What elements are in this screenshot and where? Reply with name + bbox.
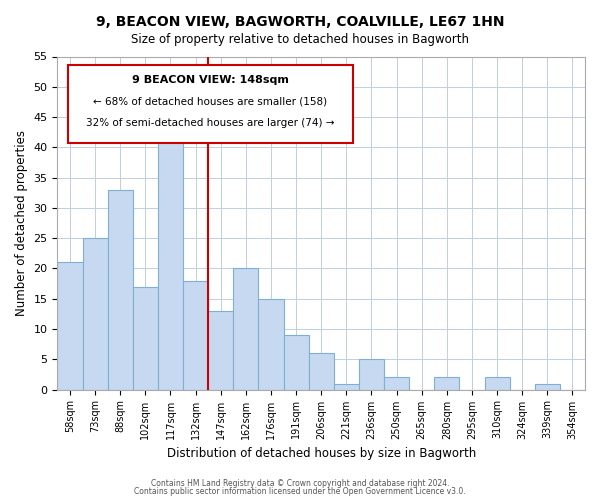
Bar [384,378,409,390]
Text: Contains public sector information licensed under the Open Government Licence v3: Contains public sector information licen… [134,487,466,496]
Text: ← 68% of detached houses are smaller (158): ← 68% of detached houses are smaller (15… [94,96,328,106]
Bar [284,335,308,390]
Text: 32% of semi-detached houses are larger (74) →: 32% of semi-detached houses are larger (… [86,118,335,128]
Bar [58,262,83,390]
FancyBboxPatch shape [68,65,353,143]
X-axis label: Distribution of detached houses by size in Bagworth: Distribution of detached houses by size … [167,447,476,460]
Bar [208,311,233,390]
Bar [334,384,359,390]
Bar [107,190,133,390]
Bar [233,268,259,390]
Text: 9 BEACON VIEW: 148sqm: 9 BEACON VIEW: 148sqm [132,75,289,85]
Bar [133,286,158,390]
Bar [259,298,284,390]
Text: Size of property relative to detached houses in Bagworth: Size of property relative to detached ho… [131,32,469,46]
Bar [308,353,334,390]
Y-axis label: Number of detached properties: Number of detached properties [15,130,28,316]
Bar [83,238,107,390]
Bar [158,129,183,390]
Text: 9, BEACON VIEW, BAGWORTH, COALVILLE, LE67 1HN: 9, BEACON VIEW, BAGWORTH, COALVILLE, LE6… [96,15,504,29]
Text: Contains HM Land Registry data © Crown copyright and database right 2024.: Contains HM Land Registry data © Crown c… [151,478,449,488]
Bar [359,360,384,390]
Bar [535,384,560,390]
Bar [485,378,509,390]
Bar [434,378,460,390]
Bar [183,280,208,390]
